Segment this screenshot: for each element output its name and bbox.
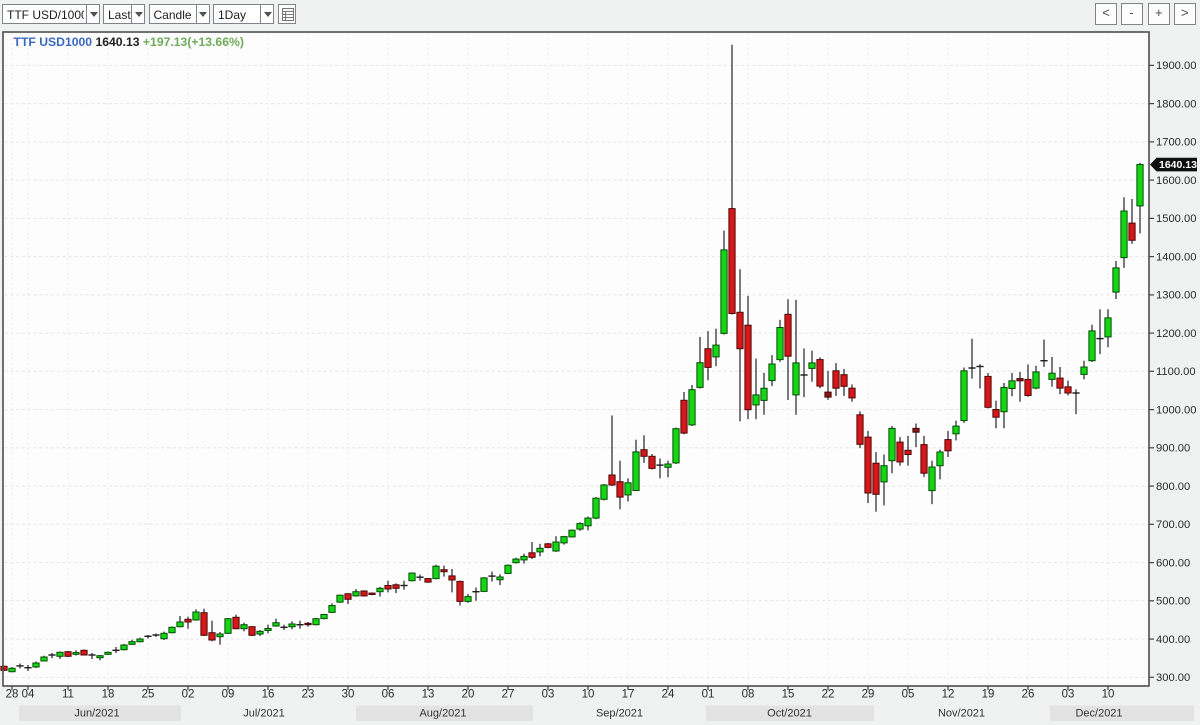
- svg-text:03: 03: [1062, 689, 1075, 701]
- svg-text:11: 11: [62, 689, 74, 701]
- svg-text:13: 13: [422, 689, 435, 701]
- svg-text:27: 27: [502, 689, 515, 701]
- svg-text:1500.00: 1500.00: [1156, 213, 1196, 225]
- svg-text:10: 10: [1102, 689, 1115, 701]
- svg-text:1900.00: 1900.00: [1156, 60, 1196, 72]
- svg-text:03: 03: [542, 689, 555, 701]
- svg-text:1400.00: 1400.00: [1156, 251, 1196, 263]
- svg-text:20: 20: [462, 689, 475, 701]
- svg-text:1700.00: 1700.00: [1156, 137, 1196, 149]
- svg-text:12: 12: [942, 689, 955, 701]
- svg-text:1300.00: 1300.00: [1156, 290, 1196, 302]
- svg-text:Sep/2021: Sep/2021: [596, 708, 643, 720]
- svg-text:1600.00: 1600.00: [1156, 175, 1196, 187]
- svg-text:15: 15: [782, 689, 795, 701]
- svg-text:26: 26: [1022, 689, 1035, 701]
- svg-text:10: 10: [582, 689, 595, 701]
- svg-text:28: 28: [6, 689, 19, 701]
- svg-text:06: 06: [382, 689, 395, 701]
- svg-text:600.00: 600.00: [1156, 557, 1190, 569]
- svg-text:19: 19: [982, 689, 995, 701]
- svg-text:1640.13: 1640.13: [1159, 159, 1197, 171]
- svg-text:29: 29: [862, 689, 875, 701]
- svg-text:16: 16: [262, 689, 275, 701]
- svg-text:09: 09: [222, 689, 235, 701]
- svg-text:800.00: 800.00: [1156, 481, 1190, 493]
- svg-text:Jul/2021: Jul/2021: [243, 708, 285, 720]
- svg-text:300.00: 300.00: [1156, 672, 1190, 684]
- svg-text:05: 05: [902, 689, 915, 701]
- svg-text:1100.00: 1100.00: [1156, 366, 1196, 378]
- svg-text:Dec/2021: Dec/2021: [1075, 708, 1122, 720]
- svg-text:01: 01: [702, 689, 715, 701]
- svg-text:02: 02: [182, 689, 195, 701]
- svg-text:Oct/2021: Oct/2021: [767, 708, 812, 720]
- svg-text:Aug/2021: Aug/2021: [419, 708, 466, 720]
- svg-text:Jun/2021: Jun/2021: [74, 708, 119, 720]
- svg-text:700.00: 700.00: [1156, 519, 1190, 531]
- svg-text:1000.00: 1000.00: [1156, 404, 1196, 416]
- svg-text:17: 17: [622, 689, 635, 701]
- svg-text:30: 30: [342, 689, 355, 701]
- svg-text:25: 25: [142, 689, 155, 701]
- svg-text:1200.00: 1200.00: [1156, 328, 1196, 340]
- svg-text:24: 24: [662, 689, 675, 701]
- svg-text:23: 23: [302, 689, 315, 701]
- svg-text:900.00: 900.00: [1156, 443, 1190, 455]
- svg-text:400.00: 400.00: [1156, 634, 1190, 646]
- svg-text:04: 04: [22, 689, 35, 701]
- svg-text:08: 08: [742, 689, 755, 701]
- svg-text:500.00: 500.00: [1156, 596, 1190, 608]
- svg-text:22: 22: [822, 689, 835, 701]
- svg-text:18: 18: [102, 689, 115, 701]
- svg-text:1800.00: 1800.00: [1156, 98, 1196, 110]
- svg-text:Nov/2021: Nov/2021: [938, 708, 985, 720]
